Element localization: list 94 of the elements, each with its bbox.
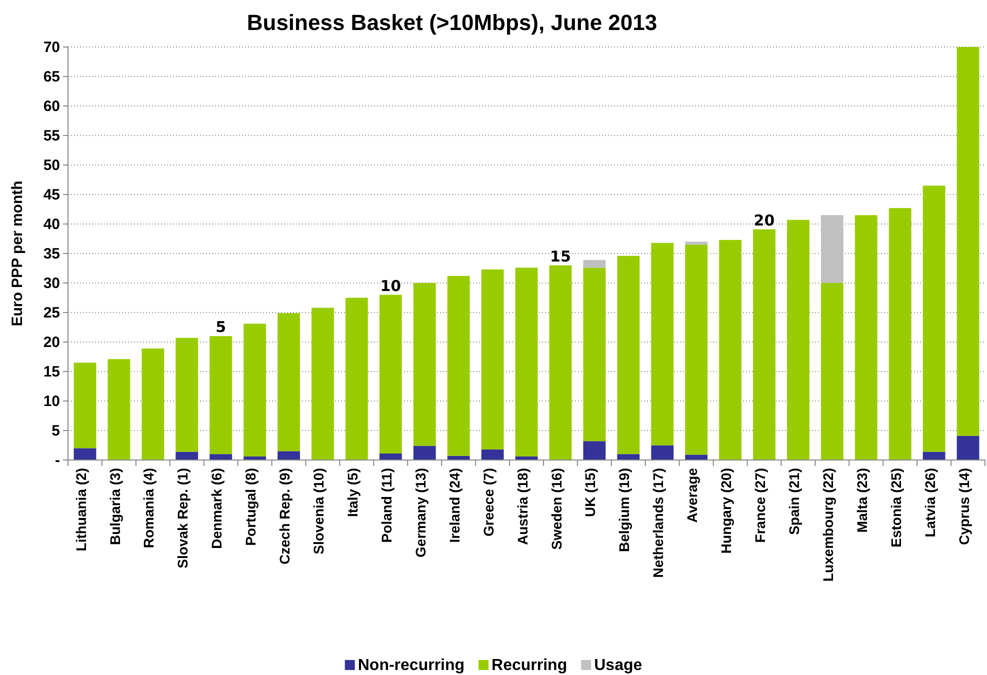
bar [685,454,708,460]
bar [820,283,844,460]
bar [244,324,266,456]
x-tick-label: Malta (23) [854,468,870,533]
bar [583,260,606,268]
bar [74,362,96,448]
bar [481,269,504,450]
bar [888,208,912,460]
bar [685,242,708,245]
y-tick-label: 20 [43,334,60,351]
bar [176,452,198,460]
x-tick-label: Portugal (8) [242,468,259,546]
bar [617,454,640,460]
x-tick-label: Romania (4) [140,468,157,548]
bar [922,186,946,452]
annotation: 15 [550,247,571,266]
annotation: 5 [216,318,226,336]
y-tick-label: 45 [43,186,60,204]
y-tick-label: 55 [43,127,60,144]
bar [176,338,198,452]
x-tick-label: Lithuania (2) [72,468,89,552]
legend-label: Usage [594,657,642,674]
x-tick-label: Estonia (25) [888,468,904,548]
x-tick-label: Germany (13) [412,468,428,558]
annotation: 20 [754,211,775,230]
bar [515,268,538,456]
bar [685,244,708,455]
bar [549,265,572,460]
bar [278,451,300,460]
y-tick-label: 30 [43,274,60,292]
y-tick-label: - [55,452,60,469]
bar [413,446,436,460]
bar [583,441,606,460]
y-tick-label: 60 [43,98,60,115]
bar [379,454,402,460]
x-tick-label: Italy (5) [344,468,360,518]
bar [956,47,980,436]
x-tick-label: Luxembourg (22) [820,468,836,582]
bar [651,445,674,460]
bar [481,449,504,460]
x-tick-label: Netherlands (17) [650,468,666,578]
x-tick-label: Ireland (24) [446,468,462,543]
x-tick-label: Bulgaria (3) [106,468,123,546]
y-tick-label: 40 [43,216,60,233]
bar [583,268,606,442]
bar [820,215,844,283]
y-tick-label: 65 [43,68,60,86]
x-tick-label: Belgium (19) [616,468,632,552]
bar [210,454,232,460]
legend-label: Recurring [492,657,568,674]
x-tick-label: Sweden (16) [548,468,564,550]
y-tick-label: 5 [52,422,60,440]
bar [278,313,300,452]
y-tick-label: 15 [43,363,60,380]
bar [786,220,810,460]
x-tick-label: Latvia (26) [922,468,938,538]
x-tick-label: Czech Rep. (9) [276,468,293,564]
y-tick-label: 25 [43,304,60,322]
y-tick-label: 70 [43,38,60,56]
bar [617,256,640,454]
bar [413,283,436,446]
bar [753,229,776,460]
x-tick-label: Spain (21) [786,468,802,535]
x-tick-label: Denmark (6) [208,468,225,549]
bar [108,359,130,460]
x-tick-label: Poland (11) [378,468,394,543]
annotation: 10 [380,276,402,295]
bar [719,240,742,460]
x-tick-label: Greece (7) [480,468,496,536]
bar [210,336,232,454]
bar [345,298,368,460]
bar [142,348,164,460]
x-tick-label: Austria (18) [514,468,530,546]
y-tick-label: 10 [43,392,60,410]
x-tick-label: France (27) [752,468,768,543]
x-tick-label: Cyprus (14) [956,468,972,546]
bar [854,215,878,460]
y-tick-label: 35 [43,245,60,262]
bar [312,308,334,460]
bar [74,448,96,460]
x-tick-label: Hungary (20) [718,468,734,554]
y-tick-label: 50 [43,156,60,174]
bar [447,276,470,456]
bar [956,436,980,460]
bar [379,294,402,454]
x-tick-label: Average [684,468,700,523]
x-tick-label: Slovenia (10) [310,468,327,554]
legend-label: Non-recurring [358,657,465,674]
chart-title: Business Basket (>10Mbps), June 2013 [246,10,658,35]
x-tick-label: Slovak Rep. (1) [174,468,191,568]
x-tick-label: UK (15) [582,468,598,518]
bar [922,452,946,460]
bar [651,242,674,446]
y-axis-title: Euro PPP per month [9,180,26,326]
